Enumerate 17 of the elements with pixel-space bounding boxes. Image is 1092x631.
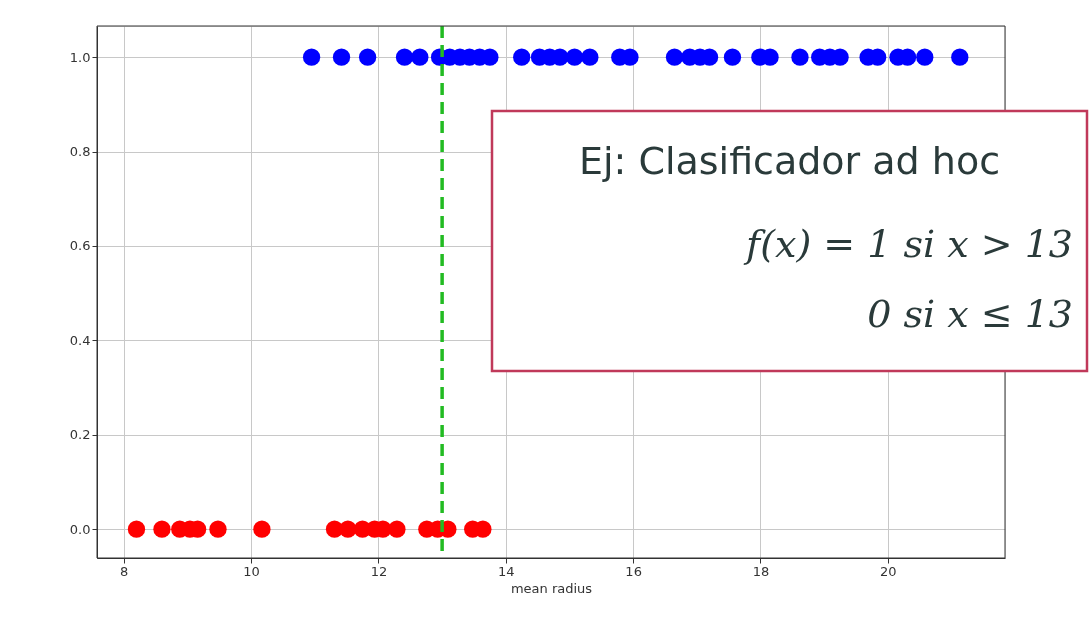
x-axis-title: mean radius xyxy=(510,580,593,596)
y-tick-label: 0.4 xyxy=(69,332,91,348)
y-tick-label: 0.2 xyxy=(69,427,91,443)
annotation: Ej: Clasificador ad hoc xyxy=(578,139,1001,183)
y-tick-label: 1.0 xyxy=(69,49,91,65)
y-tick-label: 0.6 xyxy=(69,238,91,254)
x-tick-label: 20 xyxy=(880,563,897,579)
x-tick-label: 16 xyxy=(625,563,642,579)
y-tick-label: 0.8 xyxy=(69,144,91,160)
annotation: 0 si x ≤ 13 xyxy=(867,292,1073,336)
x-tick-label: 8 xyxy=(120,563,129,579)
annotation: f(x) = 1 si x > 13 xyxy=(743,222,1073,266)
x-tick-label: 12 xyxy=(370,563,388,579)
y-tick-label: 0.0 xyxy=(69,521,91,537)
x-tick-label: 10 xyxy=(243,563,260,579)
x-tick-label: 14 xyxy=(498,563,515,579)
x-tick-label: 18 xyxy=(752,563,770,579)
